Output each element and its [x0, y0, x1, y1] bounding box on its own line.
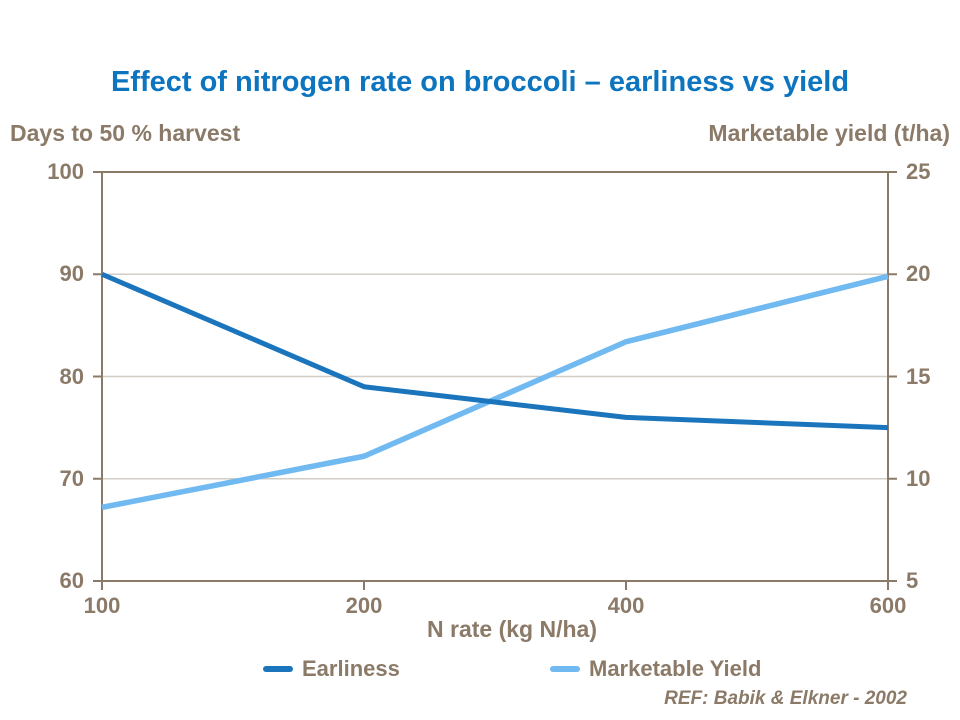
- legend-item-earliness: Earliness: [263, 656, 400, 682]
- right-axis-tick-label: 20: [906, 261, 931, 287]
- right-axis-title: Marketable yield (t/ha): [708, 120, 950, 146]
- yield-line-swatch-icon: [550, 666, 580, 672]
- x-axis-title: N rate (kg N/ha): [427, 616, 597, 642]
- series-line-earliness: [101, 271, 889, 431]
- x-axis-tick-label: 400: [607, 593, 645, 618]
- x-axis-tick-label: 600: [869, 593, 907, 618]
- left-axis-title: Days to 50 % harvest: [10, 120, 241, 146]
- right-axis-tick-label: 25: [906, 159, 931, 184]
- left-axis-tick-label: 60: [59, 568, 84, 593]
- x-axis-tick-label: 100: [83, 593, 121, 618]
- right-axis-tick-label: 10: [906, 465, 931, 491]
- right-axis-tick-label: 5: [906, 568, 919, 593]
- legend-label-marketable-yield: Marketable Yield: [589, 656, 762, 681]
- x-axis-tick-label: 200: [345, 593, 383, 618]
- series-line-marketable-yield: [101, 273, 889, 511]
- legend-item-marketable-yield: Marketable Yield: [550, 656, 761, 682]
- left-axis-tick-label: 100: [47, 159, 84, 184]
- reference-citation: REF: Babik & Elkner - 2002: [664, 688, 907, 709]
- legend-label-earliness: Earliness: [302, 656, 400, 681]
- left-axis-tick-label: 70: [59, 465, 84, 491]
- left-axis-tick-label: 90: [59, 261, 84, 287]
- left-axis-tick-label: 80: [59, 363, 84, 389]
- earliness-line-swatch-icon: [263, 666, 293, 672]
- right-axis-tick-label: 15: [906, 363, 931, 389]
- page-title: Effect of nitrogen rate on broccoli – ea…: [110, 66, 850, 98]
